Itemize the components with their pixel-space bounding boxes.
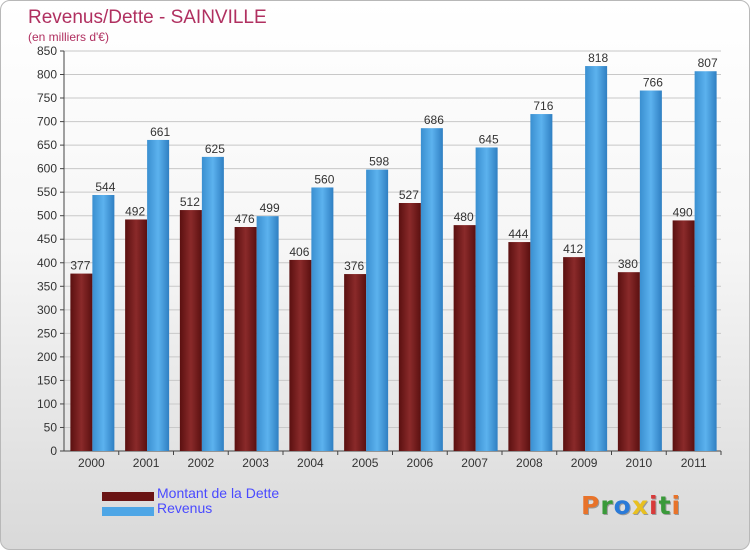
data-label-debt: 406	[289, 245, 309, 259]
bar-revenus	[92, 195, 115, 451]
y-tick-label: 50	[44, 420, 58, 434]
bar-revenus	[311, 187, 334, 451]
y-tick-label: 850	[37, 44, 57, 58]
logo-letter: i	[649, 491, 659, 520]
data-label-revenus: 686	[424, 113, 444, 127]
data-label-revenus: 716	[533, 99, 553, 113]
logo-letter: o	[613, 491, 632, 520]
bar-debt	[563, 257, 586, 451]
data-label-debt: 490	[673, 205, 693, 219]
chart-subtitle: (en milliers d'€)	[28, 30, 109, 44]
bar-revenus	[147, 139, 170, 452]
x-tick-label: 2009	[571, 456, 598, 470]
data-label-revenus: 645	[479, 132, 499, 146]
x-tick-label: 2006	[407, 456, 434, 470]
y-tick-label: 250	[37, 326, 57, 340]
y-tick-label: 0	[50, 444, 57, 458]
legend-label-revenus: Revenus	[157, 500, 213, 516]
bar-debt	[70, 273, 93, 451]
legend-swatch-debt	[102, 492, 154, 501]
data-label-debt: 480	[454, 210, 474, 224]
data-label-debt: 377	[70, 259, 90, 273]
logo-letter: P	[581, 491, 601, 520]
proxiti-logo: Proxiti	[581, 491, 681, 520]
logo-letter: t	[658, 491, 672, 520]
bar-debt	[672, 220, 695, 451]
x-tick-label: 2004	[297, 456, 324, 470]
x-tick-label: 2000	[78, 456, 105, 470]
data-label-debt: 376	[344, 259, 364, 273]
bar-revenus	[585, 66, 608, 451]
y-tick-label: 600	[37, 162, 57, 176]
bar-debt	[453, 225, 476, 451]
x-tick-label: 2007	[461, 456, 488, 470]
logo-letter: x	[631, 491, 649, 520]
legend-label-debt: Montant de la Dette	[157, 485, 280, 501]
x-tick-label: 2010	[626, 456, 653, 470]
x-tick-label: 2001	[133, 456, 160, 470]
data-label-revenus: 807	[698, 56, 718, 70]
bar-revenus	[201, 156, 224, 451]
bar-revenus	[420, 128, 443, 452]
y-tick-label: 800	[37, 68, 57, 82]
y-tick-label: 450	[37, 232, 57, 246]
data-label-debt: 380	[618, 257, 638, 271]
bar-revenus	[256, 216, 279, 451]
data-label-debt: 444	[508, 227, 528, 241]
bar-revenus	[694, 71, 717, 451]
data-label-revenus: 560	[314, 172, 334, 186]
x-tick-label: 2008	[516, 456, 543, 470]
x-tick-label: 2011	[681, 456, 707, 470]
data-label-revenus: 625	[205, 142, 225, 156]
y-tick-label: 350	[37, 279, 57, 293]
bar-revenus	[639, 90, 662, 451]
bar-revenus	[475, 147, 498, 451]
y-tick-label: 700	[37, 115, 57, 129]
bar-debt	[508, 242, 531, 451]
data-label-revenus: 598	[369, 155, 389, 169]
bar-debt	[234, 227, 257, 451]
y-tick-label: 550	[37, 185, 57, 199]
bar-debt	[179, 210, 202, 451]
x-tick-label: 2002	[188, 456, 215, 470]
y-tick-label: 500	[37, 209, 57, 223]
labels: 0 50 100 150 200 250 300 350 400 450 500 550 600 650 7…	[37, 44, 718, 470]
y-tick-label: 400	[37, 256, 57, 270]
data-label-revenus: 499	[260, 201, 280, 215]
data-label-debt: 476	[235, 212, 255, 226]
data-label-debt: 412	[563, 242, 583, 256]
bar-debt	[344, 274, 367, 451]
legend-swatch-revenus	[102, 507, 154, 516]
logo-letter: i	[671, 491, 682, 520]
y-tick-label: 300	[37, 303, 57, 317]
data-label-revenus: 818	[588, 51, 608, 65]
y-tick-label: 200	[37, 350, 57, 364]
bar-debt	[617, 272, 640, 451]
grid	[60, 50, 722, 455]
x-tick-label: 2003	[242, 456, 269, 470]
data-label-debt: 492	[125, 204, 145, 218]
y-tick-label: 650	[37, 138, 57, 152]
bar-debt	[125, 219, 148, 451]
y-tick-label: 100	[37, 397, 57, 411]
bar-revenus	[366, 169, 389, 451]
logo-letter: r	[600, 491, 614, 520]
data-label-revenus: 766	[643, 76, 663, 90]
bar-debt	[398, 203, 421, 451]
bars	[70, 66, 717, 452]
x-tick-label: 2005	[352, 456, 379, 470]
bar-revenus	[530, 114, 553, 451]
data-label-debt: 512	[180, 195, 200, 209]
bar-debt	[289, 259, 312, 451]
data-label-revenus: 661	[150, 125, 170, 139]
data-label-revenus: 544	[95, 180, 115, 194]
y-tick-label: 150	[37, 373, 57, 387]
chart-title: Revenus/Dette - SAINVILLE	[28, 7, 267, 28]
data-label-debt: 527	[399, 188, 419, 202]
y-tick-label: 750	[37, 91, 57, 105]
